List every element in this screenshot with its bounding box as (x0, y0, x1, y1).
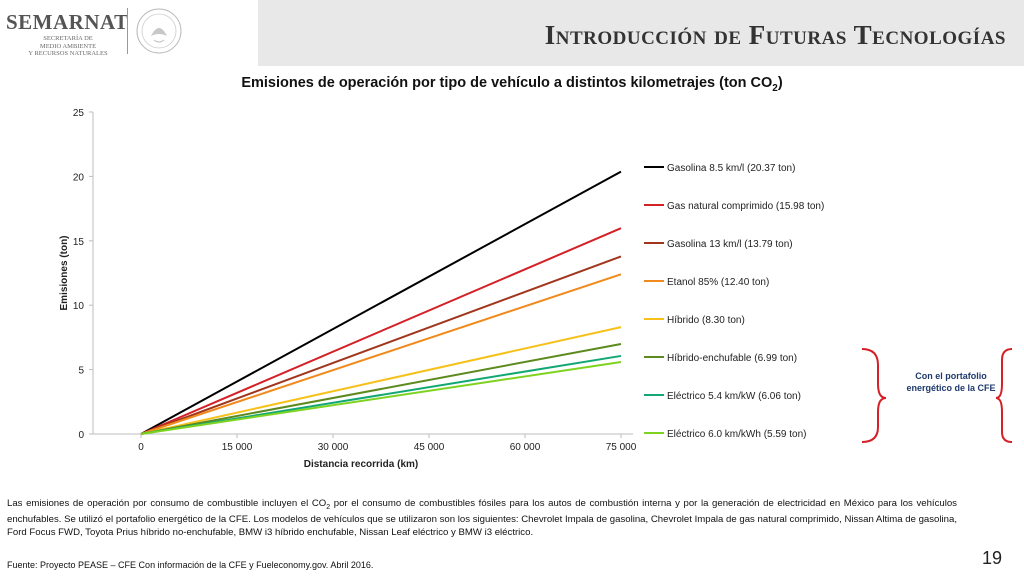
y-tick-label: 25 (73, 108, 85, 119)
legend-label: Eléctrico 5.4 km/kW (6.06 ton) (667, 391, 801, 402)
legend-label: Gasolina 13 km/l (13.79 ton) (667, 239, 793, 250)
x-tick-label: 60 000 (510, 442, 541, 453)
legend-label: Etanol 85% (12.40 ton) (667, 277, 769, 288)
left-bracket (861, 348, 887, 443)
y-tick-label: 20 (73, 172, 85, 183)
y-tick-label: 15 (73, 237, 85, 248)
cfe-portfolio-note: Con el portafolio energético de la CFE (895, 370, 1007, 394)
logo-sub-line: SECRETARÍA DE (43, 35, 93, 42)
body-text-part: Las emisiones de operación por consumo d… (7, 498, 327, 509)
national-seal-icon (136, 8, 182, 54)
x-tick-label: 75 000 (606, 442, 637, 453)
y-tick-label: 0 (78, 430, 84, 441)
y-axis-label: Emisiones (ton) (59, 235, 70, 310)
chart-title: Emisiones de operación por tipo de vehíc… (0, 75, 1024, 94)
body-subscript: 2 (326, 503, 331, 511)
body-text-part: por el consumo de combustibles fósiles p… (7, 498, 957, 538)
chart-title-text: Emisiones de operación por tipo de vehíc… (241, 75, 773, 91)
right-bracket (995, 348, 1013, 443)
legend-label: Híbrido (8.30 ton) (667, 315, 745, 326)
chart-title-subscript: 2 (772, 82, 778, 94)
series-line (140, 227, 622, 435)
series-line (140, 170, 622, 435)
note-line: energético de la CFE (906, 383, 996, 393)
x-tick-label: 45 000 (414, 442, 445, 453)
series-line (140, 326, 622, 435)
y-tick-label: 10 (73, 301, 85, 312)
legend-label: Híbrido-enchufable (6.99 ton) (667, 353, 797, 364)
title-band (258, 0, 1024, 66)
logo-sub-line: Y RECURSOS NATURALES (28, 50, 108, 57)
legend-label: Eléctrico 6.0 km/kWh (5.59 ton) (667, 429, 807, 440)
y-tick-label: 5 (78, 366, 84, 377)
legend-label: Gasolina 8.5 km/l (20.37 ton) (667, 163, 795, 174)
series-line (140, 361, 622, 435)
body-paragraph: Las emisiones de operación por consumo d… (7, 498, 957, 539)
x-tick-label: 15 000 (222, 442, 253, 453)
logo-subtitle: SECRETARÍA DE MEDIO AMBIENTE Y RECURSOS … (18, 35, 118, 58)
logo-name: SEMARNAT (6, 10, 129, 34)
legend-label: Gas natural comprimido (15.98 ton) (667, 201, 824, 212)
chart-title-end: ) (777, 75, 783, 91)
slide-title: Introducción de Futuras Tecnologías (544, 20, 1006, 50)
source-note: Fuente: Proyecto PEASE – CFE Con informa… (7, 560, 374, 570)
x-tick-label: 30 000 (318, 442, 349, 453)
logo-sub-line: MEDIO AMBIENTE (39, 42, 97, 50)
x-axis-label: Distancia recorrida (km) (304, 459, 419, 470)
series-line (140, 255, 622, 435)
series-line (140, 273, 622, 435)
semarnat-logo: SEMARNAT SECRETARÍA DE MEDIO AMBIENTE Y … (6, 8, 128, 60)
logo-divider (127, 8, 128, 54)
x-tick-label: 0 (138, 442, 144, 453)
page-number: 19 (981, 548, 1002, 568)
note-line: Con el portafolio (915, 371, 987, 381)
series-line (140, 342, 622, 435)
